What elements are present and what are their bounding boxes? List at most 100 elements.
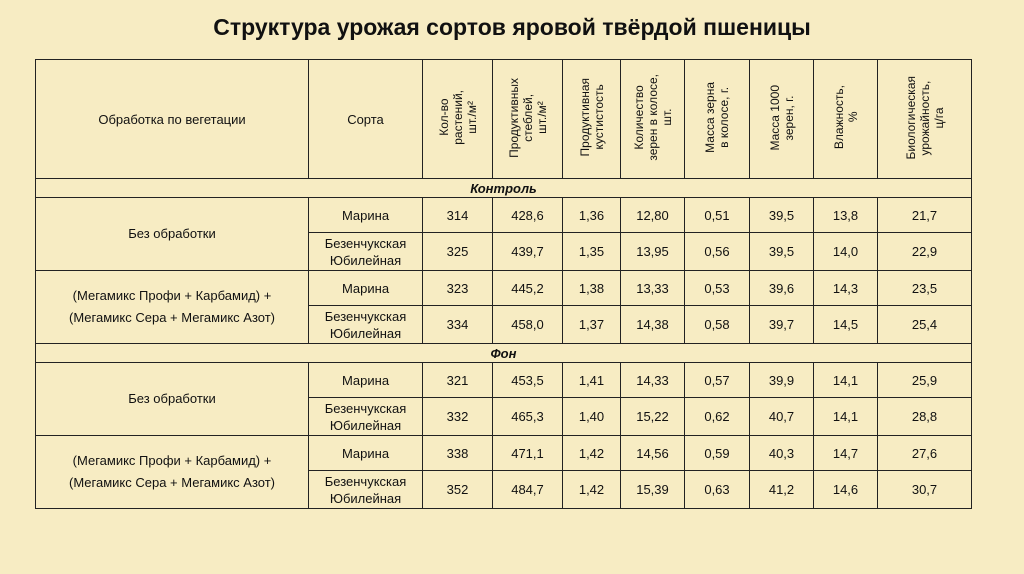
table-row: (Мегамикс Профи + Карбамид) + (Мегамикс С… [35,270,972,344]
moisture-cell: 14,1 [813,397,878,436]
table-row: (Мегамикс Профи + Карбамид) + (Мегамикс С… [35,435,972,509]
table-row: Безенчукская Юбилейная 334 458,0 1,37 14,38 0,… [36,305,972,344]
header-thousand-grain-mass: Масса 1000 зерен, г. [749,59,814,179]
header-treatment: Обработка по вегетации [35,59,309,179]
header-plant-count: Кол-во растений, шт./м² [422,59,493,179]
section-title: Контроль [35,178,972,198]
plant-count-cell: 314 [422,197,493,233]
tillering-cell: 1,42 [562,435,621,471]
biological-yield-cell: 23,5 [877,270,972,306]
productive-stems-cell: 439,7 [492,232,563,271]
variety-cell: Марина [308,362,423,398]
table-body: Контроль Без обработки Марина 314 428,6 1,36 1… [35,178,972,509]
moisture-cell: 13,8 [813,197,878,233]
grain-mass-per-ear-cell: 0,51 [684,197,750,233]
header-biological-yield: Биологическая урожайность, ц/га [877,59,972,179]
tillering-cell: 1,37 [562,305,621,344]
header-grain-mass-per-ear: Масса зерна в колосе, г. [684,59,750,179]
header-label: Биологическая урожайность, ц/га [903,75,946,160]
plant-count-cell: 332 [422,397,493,436]
treatment-cell: Без обработки [35,362,309,436]
plant-count-cell: 334 [422,305,493,344]
table-header-row: Обработка по вегетации Сорта Кол-во расте… [35,59,972,179]
header-label: Масса зерна в колосе, г. [703,82,731,153]
section-row: Контроль [35,178,972,198]
grain-mass-per-ear-cell: 0,57 [684,362,750,398]
treatment-cell: (Мегамикс Профи + Карбамид) + (Мегамикс С… [35,435,309,509]
biological-yield-cell: 25,4 [877,305,972,344]
table-row: Безенчукская Юбилейная 325 439,7 1,35 13,95 0,… [36,232,972,271]
biological-yield-cell: 30,7 [877,470,972,509]
productive-stems-cell: 484,7 [492,470,563,509]
grain-mass-per-ear-cell: 0,56 [684,232,750,271]
variety-cell: Марина [308,197,423,233]
moisture-cell: 14,5 [813,305,878,344]
thousand-grain-mass-cell: 39,5 [749,197,814,233]
header-label: Влажность,% [831,85,860,150]
section-title: Фон [35,343,972,363]
grains-per-ear-cell: 14,38 [620,305,685,344]
header-grains-per-ear: Количество зерен в колосе, шт. [620,59,685,179]
tillering-cell: 1,40 [562,397,621,436]
grain-mass-per-ear-cell: 0,63 [684,470,750,509]
header-label: Масса 1000 зерен, г. [767,84,796,151]
plant-count-cell: 323 [422,270,493,306]
plant-count-cell: 325 [422,232,493,271]
thousand-grain-mass-cell: 39,5 [749,232,814,271]
grain-mass-per-ear-cell: 0,62 [684,397,750,436]
variety-cell: Безенчукская Юбилейная [308,305,423,344]
productive-stems-cell: 453,5 [492,362,563,398]
variety-cell: Безенчукская Юбилейная [308,470,423,509]
header-moisture: Влажность,% [813,59,878,179]
grains-per-ear-cell: 13,95 [620,232,685,271]
grain-mass-per-ear-cell: 0,53 [684,270,750,306]
grains-per-ear-cell: 14,33 [620,362,685,398]
grains-per-ear-cell: 14,56 [620,435,685,471]
page-title: Структура урожая сортов яровой твёрдой п… [213,14,811,40]
variety-cell: Марина [308,435,423,471]
biological-yield-cell: 28,8 [877,397,972,436]
biological-yield-cell: 22,9 [877,232,972,271]
header-label: Кол-во растений, шт./м² [436,90,479,145]
treatment-cell: (Мегамикс Профи + Карбамид) + (Мегамикс С… [35,270,309,344]
grains-per-ear-cell: 15,22 [620,397,685,436]
grains-per-ear-cell: 13,33 [620,270,685,306]
productive-stems-cell: 428,6 [492,197,563,233]
treatment-cell: Без обработки [35,197,309,271]
header-productive-stems: Продуктивных стеблей, шт./м² [492,59,563,179]
moisture-cell: 14,3 [813,270,878,306]
section-row: Фон [35,343,972,363]
table-row: Безенчукская Юбилейная 352 484,7 1,42 15,39 0,… [36,470,972,509]
thousand-grain-mass-cell: 40,3 [749,435,814,471]
variety-cell: Безенчукская Юбилейная [308,397,423,436]
moisture-cell: 14,1 [813,362,878,398]
variety-cell: Безенчукская Юбилейная [308,232,423,271]
plant-count-cell: 352 [422,470,493,509]
moisture-cell: 14,0 [813,232,878,271]
productive-stems-cell: 471,1 [492,435,563,471]
moisture-cell: 14,6 [813,470,878,509]
biological-yield-cell: 25,9 [877,362,972,398]
thousand-grain-mass-cell: 39,7 [749,305,814,344]
yield-structure-table: Обработка по вегетации Сорта Кол-во расте… [35,59,972,509]
grain-mass-per-ear-cell: 0,59 [684,435,750,471]
productive-stems-cell: 445,2 [492,270,563,306]
grains-per-ear-cell: 12,80 [620,197,685,233]
header-label: Продуктивных стеблей, шт./м² [506,77,549,158]
biological-yield-cell: 21,7 [877,197,972,233]
grains-per-ear-cell: 15,39 [620,470,685,509]
variety-cell: Марина [308,270,423,306]
header-label: Количество зерен в колосе, шт. [631,74,674,161]
thousand-grain-mass-cell: 41,2 [749,470,814,509]
tillering-cell: 1,41 [562,362,621,398]
table-row: Без обработки Марина 314 428,6 1,36 12,80 0,51… [35,197,972,271]
thousand-grain-mass-cell: 39,9 [749,362,814,398]
biological-yield-cell: 27,6 [877,435,972,471]
header-tillering: Продуктивная кустистость [562,59,621,179]
header-label: Продуктивная кустистость [577,78,606,157]
tillering-cell: 1,42 [562,470,621,509]
plant-count-cell: 321 [422,362,493,398]
grain-mass-per-ear-cell: 0,58 [684,305,750,344]
tillering-cell: 1,36 [562,197,621,233]
plant-count-cell: 338 [422,435,493,471]
